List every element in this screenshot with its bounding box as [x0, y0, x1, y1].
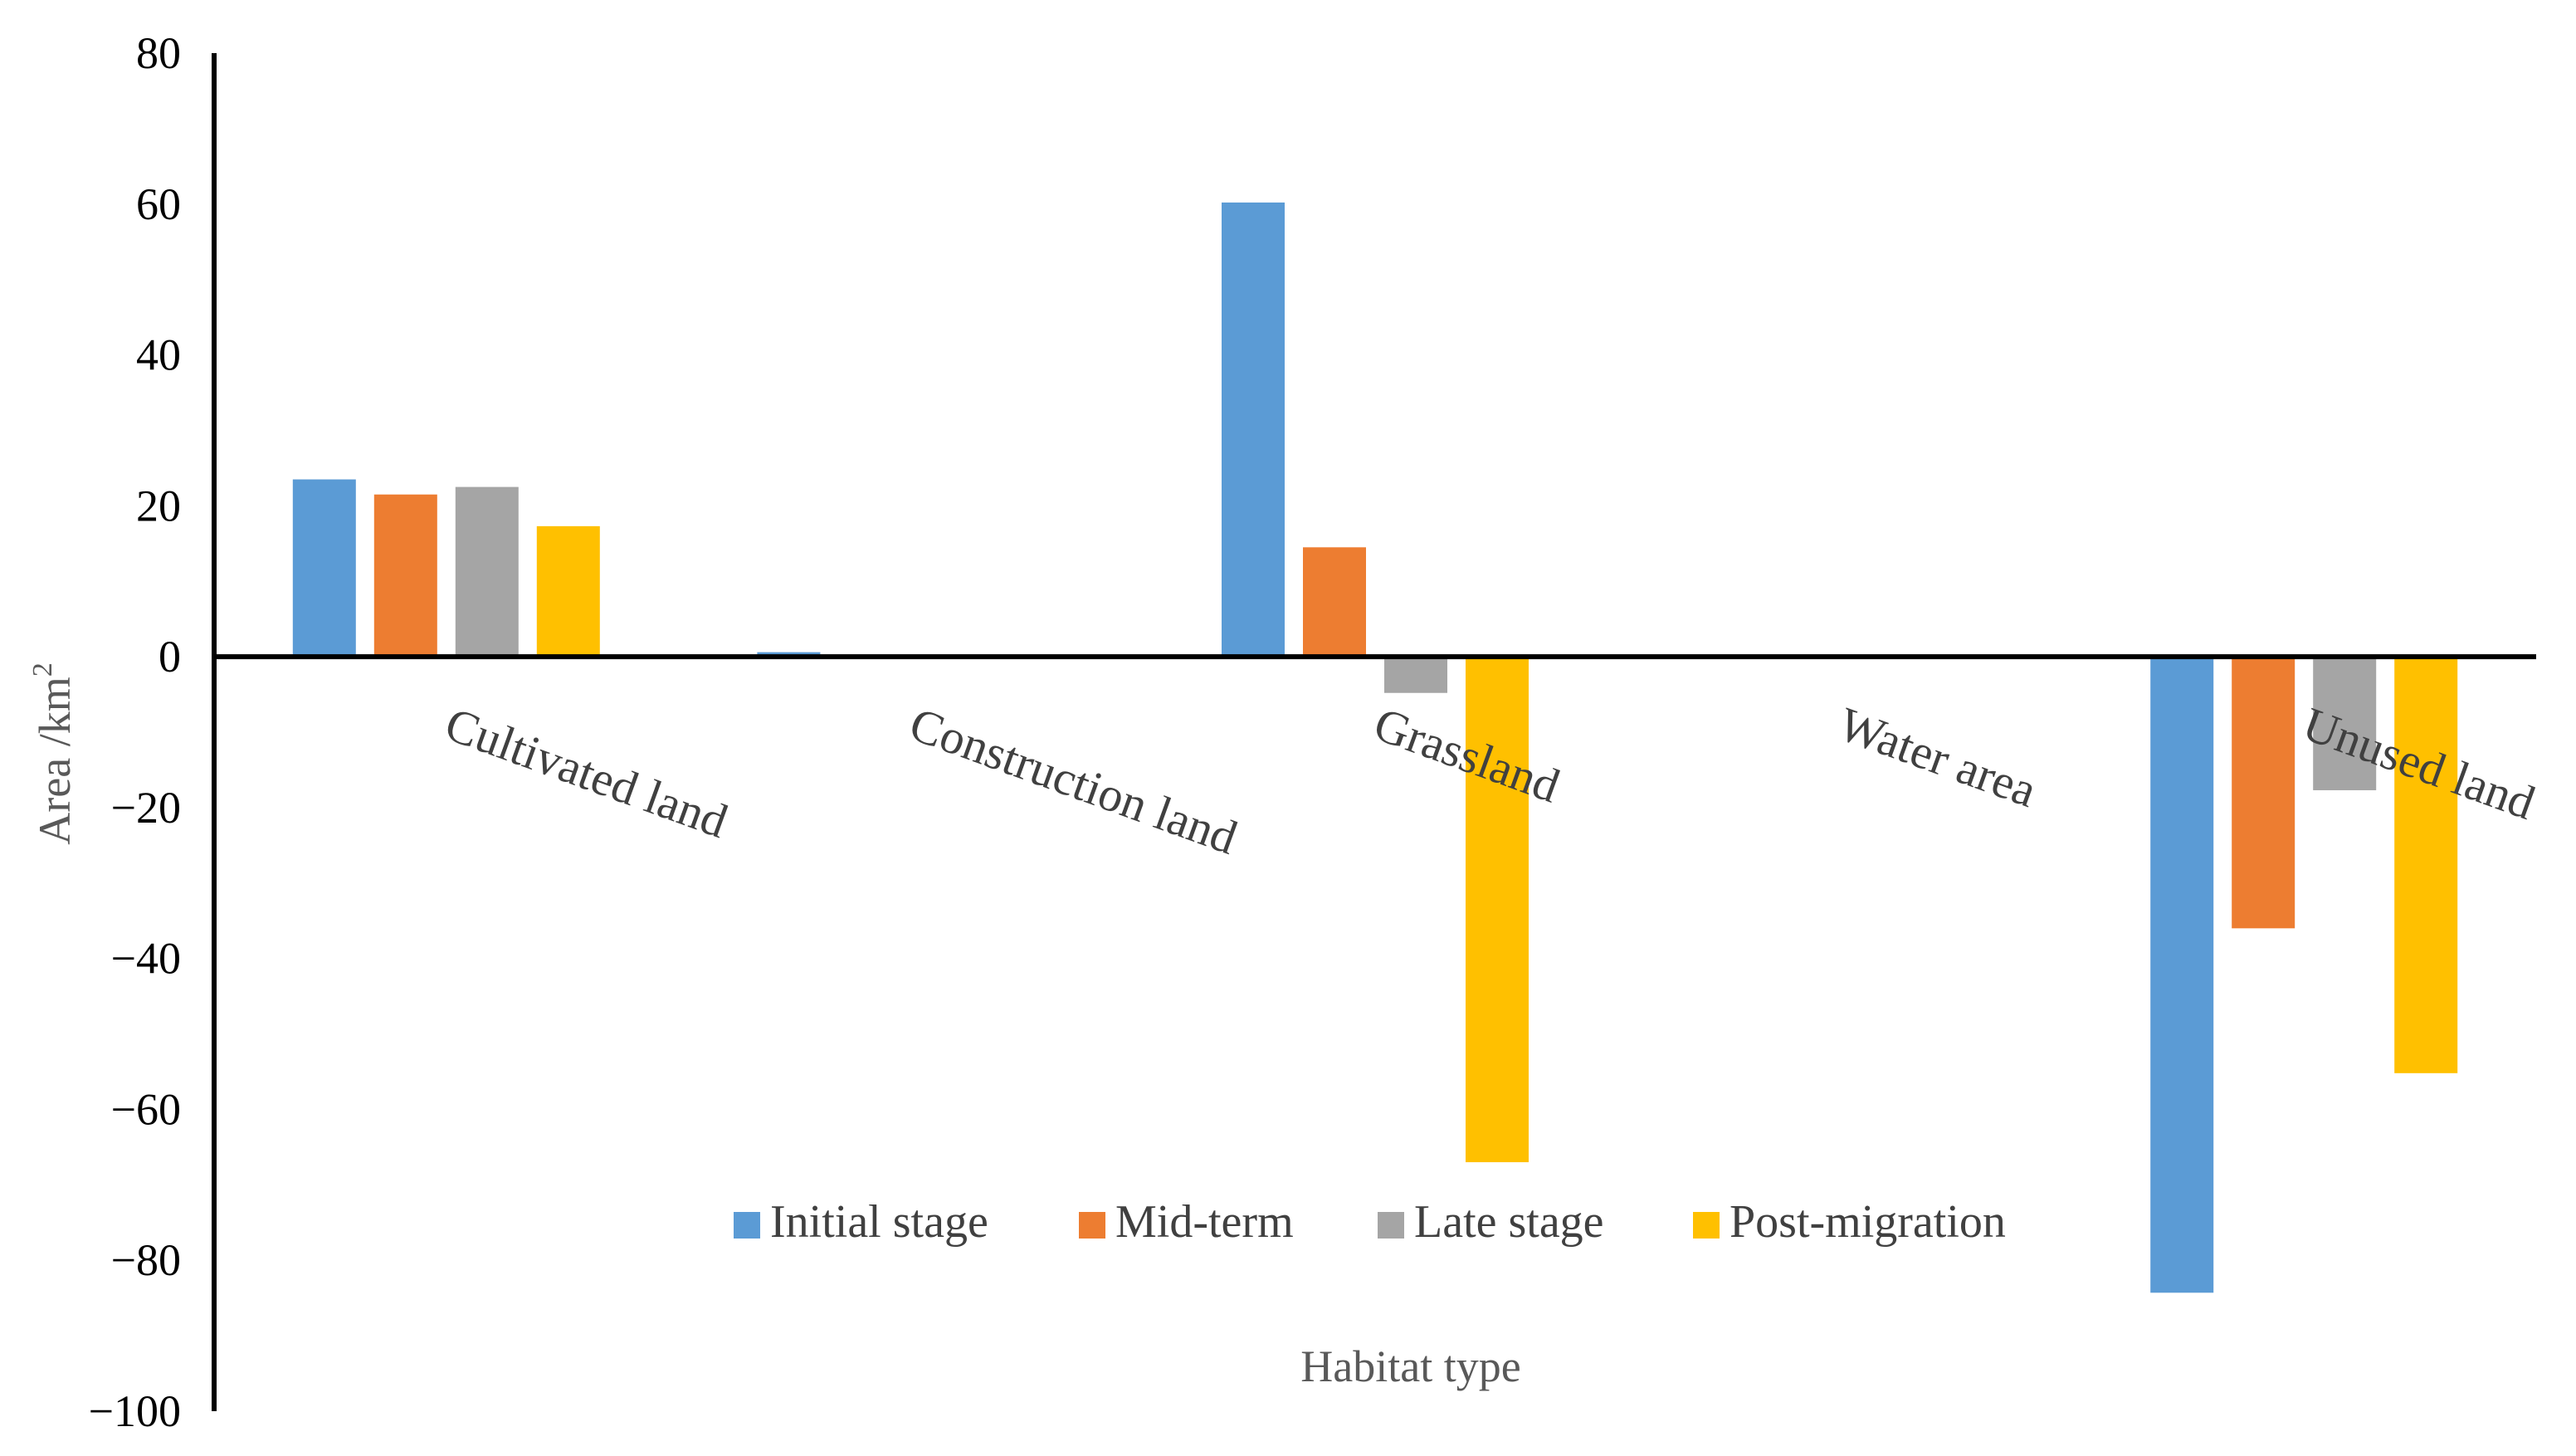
bar-initial-stage-cultivated-land: [292, 479, 356, 657]
bar-post-migration-grassland: [1466, 657, 1529, 1163]
bar-late-stage-cultivated-land: [455, 486, 519, 657]
bar-mid-term-grassland: [1303, 547, 1366, 657]
legend-swatch: [1378, 1212, 1404, 1239]
y-tick-label: −100: [89, 1386, 181, 1436]
bar-post-migration-cultivated-land: [536, 525, 600, 657]
bar-late-stage-grassland: [1384, 657, 1447, 693]
legend-swatch: [734, 1212, 760, 1239]
bar-late-stage-unused-land: [2313, 657, 2377, 790]
y-axis-title-superscript: 2: [27, 662, 58, 677]
legend-label: Late stage: [1414, 1196, 1604, 1248]
bar-initial-stage-unused-land: [2150, 657, 2214, 1293]
y-tick-label: −80: [111, 1235, 181, 1285]
bar-mid-term-unused-land: [2232, 657, 2295, 929]
y-tick-label: 60: [136, 179, 181, 229]
y-tick-labels: 80 60 40 20 0 −20 −40 −60 −80 −100: [89, 28, 181, 1436]
legend: Initial stage Mid-term Late stage Post-migr…: [734, 1196, 2006, 1248]
y-axis-title-main: Area /km: [30, 677, 80, 844]
x-axis-title: Habitat type: [1300, 1341, 1520, 1391]
legend-label: Mid-term: [1115, 1196, 1294, 1248]
category-label: Cultivated land: [438, 696, 734, 848]
legend-swatch: [1079, 1212, 1105, 1239]
bar-post-migration-unused-land: [2394, 657, 2458, 1073]
y-tick-label: 80: [136, 28, 181, 78]
legend-label: Initial stage: [770, 1196, 988, 1248]
axes-group: [212, 53, 2536, 1411]
y-axis-title: Area /km2: [27, 662, 80, 844]
y-tick-label: −20: [111, 783, 181, 833]
y-tick-label: 40: [136, 330, 181, 380]
category-label: Construction land: [903, 696, 1244, 865]
y-tick-label: −40: [111, 934, 181, 984]
legend-swatch: [1693, 1212, 1720, 1239]
y-tick-label: −60: [111, 1084, 181, 1134]
bars-group: [292, 202, 2458, 1293]
bar-initial-stage-grassland: [1222, 202, 1285, 657]
y-tick-label: 20: [136, 481, 181, 530]
y-tick-label: 0: [159, 632, 181, 682]
category-label: Water area: [1832, 696, 2043, 818]
bar-mid-term-cultivated-land: [373, 494, 437, 657]
legend-label: Post-migration: [1730, 1196, 2006, 1248]
